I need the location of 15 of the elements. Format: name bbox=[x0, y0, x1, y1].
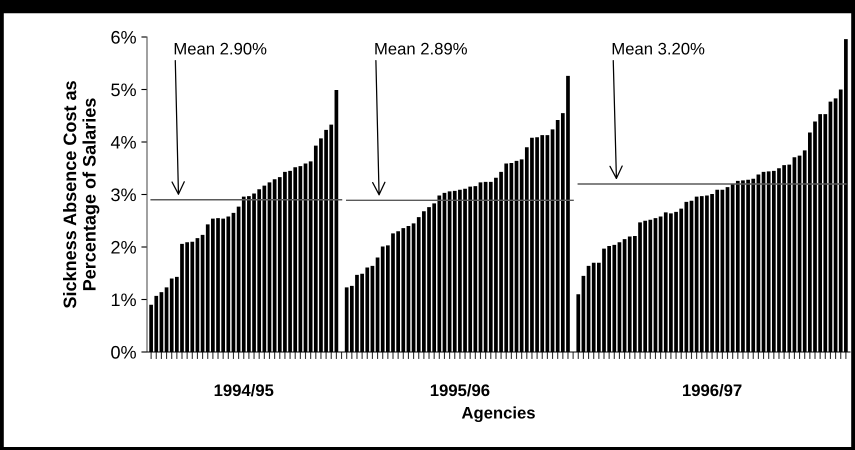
y-tick-label: 1% bbox=[112, 294, 136, 306]
y-tick-label: 4% bbox=[110, 136, 136, 149]
y-tick-label: 2% bbox=[111, 240, 136, 254]
text: Mean 2.90% bbox=[174, 42, 266, 55]
text: Mean 2.89% bbox=[375, 42, 467, 55]
x-axis-title: Agencies bbox=[462, 406, 535, 422]
y-axis-title: Sickness Absence Cost as Percentage of Salaries bbox=[63, 81, 100, 308]
y-tick-label: 5% bbox=[111, 84, 136, 96]
x-tick-label: 1996/97 bbox=[683, 384, 742, 396]
y-tick-label: 6% bbox=[111, 30, 136, 44]
text: Mean 3.20% bbox=[612, 42, 704, 55]
x-tick-label: 1994/95 bbox=[214, 384, 274, 396]
x-tick-label: 1995/96 bbox=[430, 384, 490, 396]
y-tick-label: 0% bbox=[111, 346, 136, 359]
y-tick-label: 3% bbox=[111, 188, 136, 202]
